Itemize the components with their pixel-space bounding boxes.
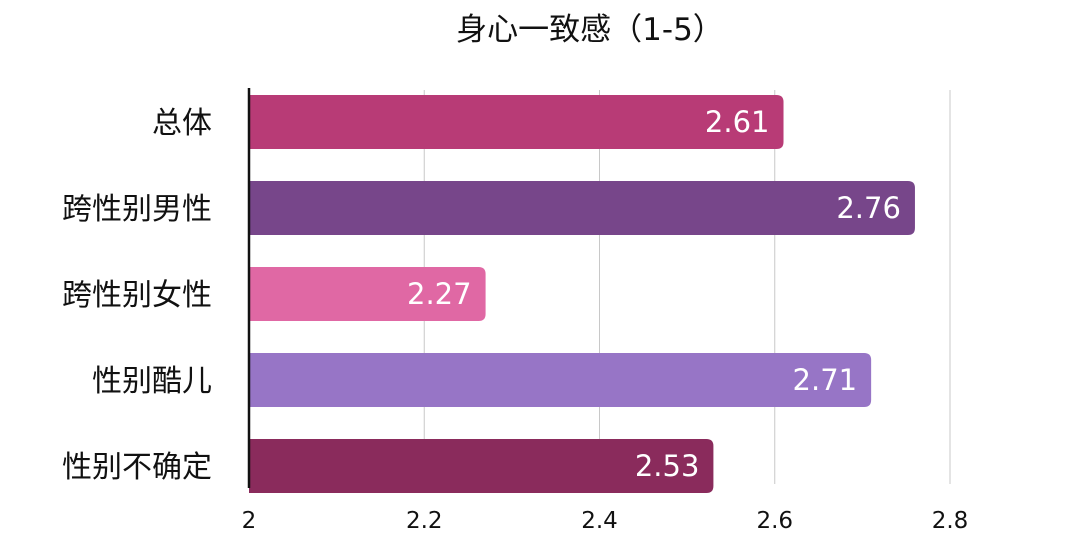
category-label-5: 性别不确定 (62, 450, 212, 485)
gridlines (423, 90, 951, 484)
bar-3 (249, 267, 486, 321)
x-axis-ticks: 2 2.2 2.4 2.6 2.8 (242, 508, 969, 534)
x-tick-label-2.8: 2.8 (932, 508, 969, 534)
category-label-4: 性别酷儿 (92, 364, 212, 399)
bar-value-label-5: 2.53 (635, 449, 700, 483)
x-tick-label-2: 2 (242, 508, 257, 534)
bar-value-label-2: 2.76 (836, 191, 901, 225)
value-labels: 2.61 2.76 2.27 2.71 2.53 (407, 105, 901, 483)
bar-5 (249, 439, 714, 493)
bar-value-label-3: 2.27 (407, 277, 472, 311)
bars (249, 95, 915, 493)
category-label-3: 跨性别女性 (62, 278, 212, 313)
bar-4 (249, 353, 872, 407)
bar-value-label-4: 2.71 (793, 363, 858, 397)
bar-value-label-1: 2.61 (705, 105, 770, 139)
bar-1 (249, 95, 784, 149)
category-label-2: 跨性别男性 (62, 192, 212, 227)
category-label-1: 总体 (152, 106, 212, 141)
bar-2 (249, 181, 915, 235)
x-tick-label-2.6: 2.6 (756, 508, 793, 534)
chart-title: 身心一致感（1-5） (456, 12, 724, 48)
x-tick-label-2.4: 2.4 (581, 508, 618, 534)
x-tick-label-2.2: 2.2 (406, 508, 443, 534)
